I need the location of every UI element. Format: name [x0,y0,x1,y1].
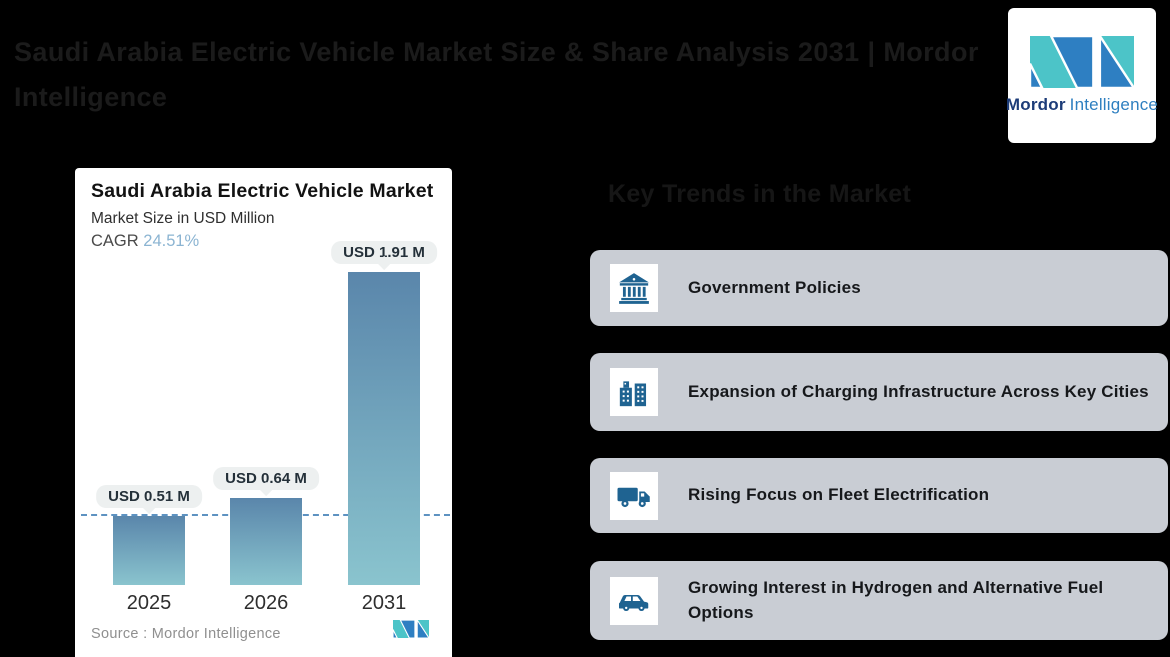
chart-title: Saudi Arabia Electric Vehicle Market [91,180,434,202]
bar-plot: USD 0.51 M 2025 USD 0.64 M 2026 USD 1.91 M 20… [75,168,452,657]
market-size-chart-card: Saudi Arabia Electric Vehicle Market Mar… [75,168,452,657]
driver-icon-tile [610,576,658,625]
driver-icon-tile [610,264,658,312]
logo-word-intelligence: Intelligence [1069,95,1159,114]
mordor-logo-mark-small-icon [393,620,429,638]
tooltip-pointer [376,255,392,271]
logo-word-mordor: Mordor [1005,95,1066,114]
driver-label: Rising Focus on Fleet Electrification [688,485,990,505]
driver-card-hydrogen-alternative-fuel: Growing Interest in Hydrogen and Alterna… [590,561,1168,640]
bar-2025 [113,516,185,585]
page-title-line2: Intelligence [14,82,168,112]
tooltip-pointer [258,481,274,497]
x-axis-label-2026: 2026 [243,592,289,614]
cagr-row: CAGR 24.51% [91,232,199,251]
bar-value-tooltip-2026: USD 0.64 M [213,467,319,497]
mordor-intelligence-logo: Mordor Intelligence [1006,8,1158,143]
chart-subtitle: Market Size in USD Million [91,210,275,227]
driver-label: Growing Interest in Hydrogen and Alterna… [688,577,1104,622]
car-icon [619,594,649,611]
driver-icon-tile [610,471,658,520]
x-axis-label-2025: 2025 [126,592,172,614]
driver-card-charging-infrastructure: Expansion of Charging Infrastructure Acr… [590,353,1168,431]
driver-card-government-policies: Government Policies [590,250,1168,326]
cagr-value: 24.51% [143,232,200,250]
driver-icon-tile [610,368,658,416]
bank-icon [619,273,649,304]
driver-label: Expansion of Charging Infrastructure Acr… [688,381,1149,401]
page-title: Saudi Arabia Electric Vehicle Market Siz… [14,30,1014,120]
page-title-line1: Saudi Arabia Electric Vehicle Market Siz… [14,37,979,67]
bar-value-tooltip-2025: USD 0.51 M [96,485,202,515]
driver-card-fleet-electrification: Rising Focus on Fleet Electrification [590,458,1168,533]
cagr-label: CAGR [91,232,139,250]
driver-label: Government Policies [688,277,861,297]
x-axis-label-2031: 2031 [361,592,407,614]
source-attribution: Source : Mordor Intelligence [91,626,281,642]
bar-2031 [348,272,420,585]
city-buildings-icon [619,381,647,407]
mordor-logo-mark-icon [1030,36,1134,88]
drivers-section-heading: Key Trends in the Market [608,180,912,208]
mordor-logo-wordmark: Mordor Intelligence [1006,95,1158,115]
bar-value-tooltip-2031: USD 1.91 M [331,241,437,271]
tooltip-pointer [141,499,157,515]
truck-icon [617,487,650,507]
bar-2026 [230,498,302,585]
